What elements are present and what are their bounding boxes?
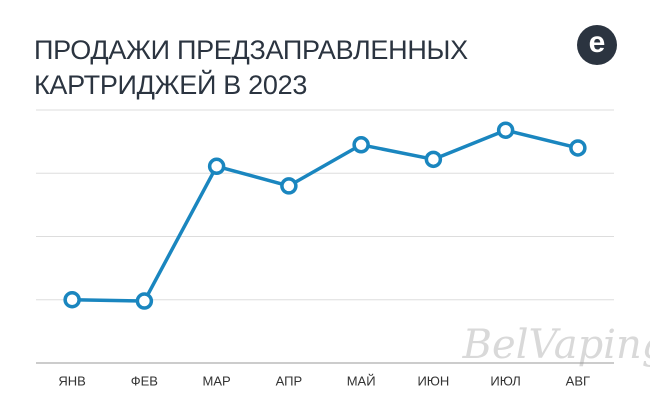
x-tick-label: МАР xyxy=(203,373,231,388)
point xyxy=(424,150,443,169)
point xyxy=(207,157,226,176)
point xyxy=(280,177,298,195)
point xyxy=(135,292,154,310)
point xyxy=(63,291,81,309)
x-tick-label: АПР xyxy=(276,373,303,388)
x-tick-label: ИЮН xyxy=(417,373,449,388)
watermark: BelVaping xyxy=(462,322,650,368)
line xyxy=(72,128,579,303)
point xyxy=(496,121,515,139)
point xyxy=(352,136,370,154)
x-tick-label: ЯНВ xyxy=(58,373,85,388)
x-tick-label: АВГ xyxy=(566,373,590,388)
logo: e xyxy=(589,26,606,59)
point xyxy=(569,139,587,157)
x-tick-label: ФЕВ xyxy=(131,373,158,388)
logo-badge xyxy=(577,25,617,65)
x-tick-label: МАЙ xyxy=(347,373,376,388)
chart-title: ПРОДАЖИ ПРЕДЗАПРАВЛЕННЫХ КАРТРИДЖЕЙ В 20… xyxy=(34,35,468,100)
x-tick-label: ИЮЛ xyxy=(490,373,520,388)
